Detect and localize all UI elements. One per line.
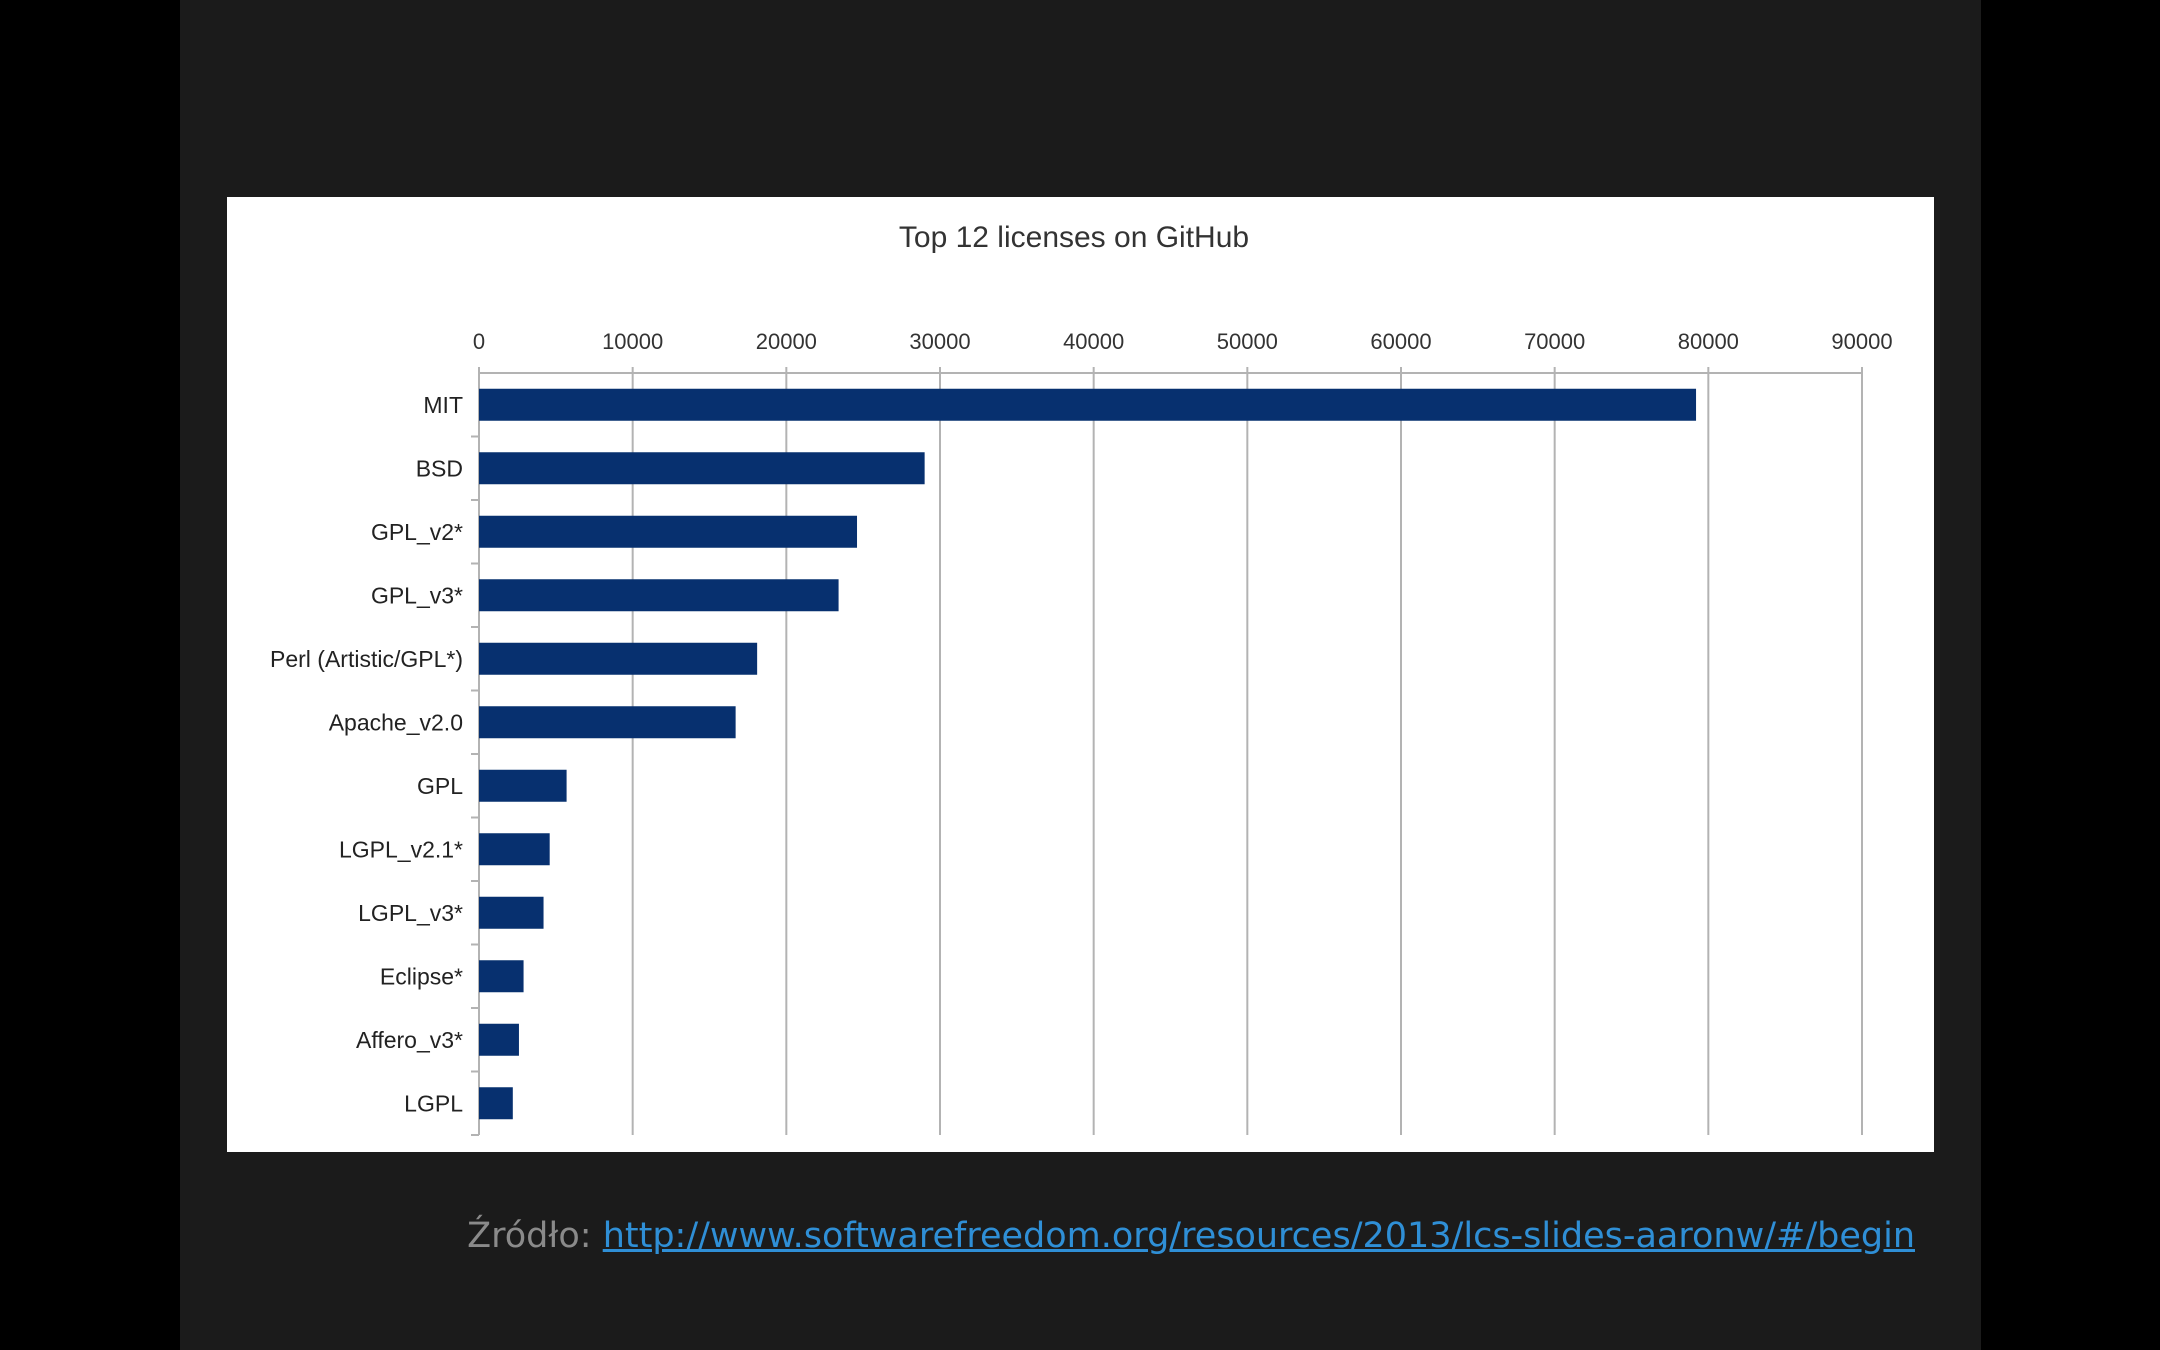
category-label: LGPL (404, 1090, 463, 1116)
source-label: Źródło: (467, 1216, 592, 1256)
bar-lgpl (479, 1087, 513, 1120)
x-tick-label: 50000 (1217, 329, 1278, 354)
x-tick-label: 30000 (909, 329, 970, 354)
x-tick-label: 90000 (1831, 329, 1892, 354)
x-tick-label: 80000 (1678, 329, 1739, 354)
bar-lgpl-v3- (479, 896, 544, 929)
category-label: GPL_v2* (371, 519, 463, 545)
category-label: Perl (Artistic/GPL*) (270, 646, 463, 672)
category-label: GPL_v3* (371, 582, 463, 608)
bar-eclipse- (479, 960, 524, 993)
category-label: BSD (416, 455, 463, 481)
source-caption: Źródło: http://www.softwarefreedom.org/r… (467, 1216, 1915, 1256)
bar-apache-v2-0 (479, 706, 736, 739)
bar-bsd (479, 452, 925, 485)
category-label: Eclipse* (380, 963, 463, 989)
chart-panel: Top 12 licenses on GitHub 0 10000 20000 300… (227, 197, 1934, 1152)
category-label: MIT (423, 392, 463, 418)
x-tick-label: 10000 (602, 329, 663, 354)
x-tick-label: 70000 (1524, 329, 1585, 354)
bar-gpl-v3- (479, 579, 839, 612)
category-label: Affero_v3* (356, 1027, 463, 1053)
bar-gpl (479, 769, 567, 802)
x-tick-label: 0 (473, 329, 485, 354)
x-tick-label: 60000 (1370, 329, 1431, 354)
bar-chart: Top 12 licenses on GitHub 0 10000 20000 300… (270, 221, 1893, 1136)
category-label: Apache_v2.0 (329, 709, 463, 735)
bar-gpl-v2- (479, 515, 858, 548)
category-label: GPL (417, 773, 463, 799)
source-link[interactable]: http://www.softwarefreedom.org/resources… (602, 1216, 1915, 1256)
bar-lgpl-v2-1- (479, 833, 550, 866)
bar-affero-v3- (479, 1023, 519, 1056)
category-label: LGPL_v2.1* (339, 836, 463, 862)
chart-title: Top 12 licenses on GitHub (899, 221, 1249, 254)
category-label: LGPL_v3* (358, 900, 463, 926)
x-tick-label: 40000 (1063, 329, 1124, 354)
bar-perl-artistic-gpl- (479, 642, 758, 675)
x-tick-label: 20000 (756, 329, 817, 354)
bar-mit (479, 388, 1697, 421)
